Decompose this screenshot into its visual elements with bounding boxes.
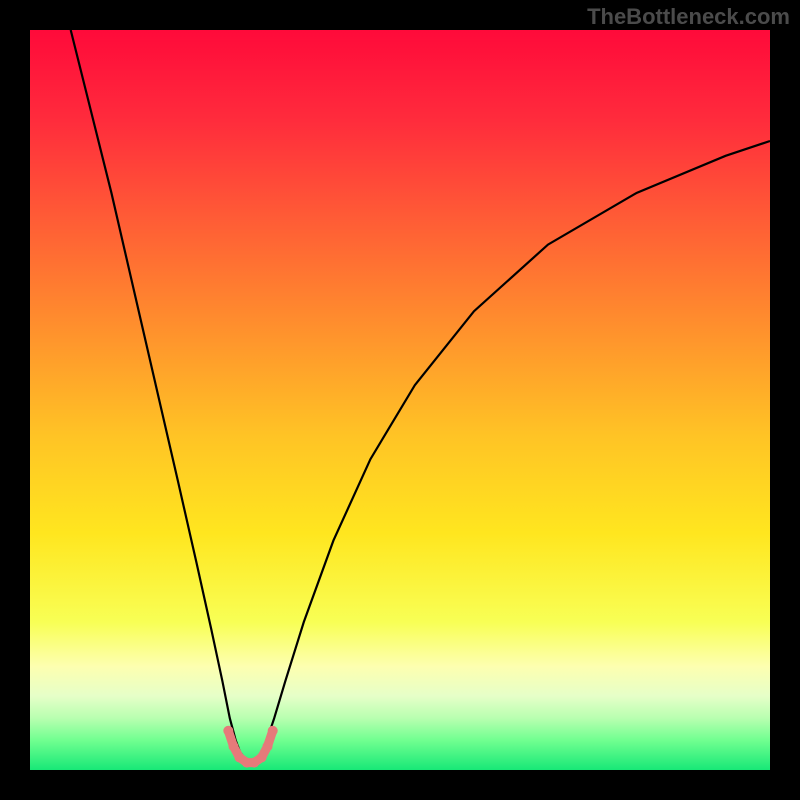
marker-dot [263, 741, 273, 751]
bottom-marker-dots [223, 726, 277, 768]
bottleneck-curve [71, 30, 770, 761]
marker-dot [229, 741, 239, 751]
plot-area [30, 30, 770, 770]
marker-dot [257, 752, 267, 762]
watermark-text: TheBottleneck.com [587, 4, 790, 30]
marker-dot [268, 726, 278, 736]
marker-dot [223, 726, 233, 736]
chart-frame: TheBottleneck.com [0, 0, 800, 800]
curve-layer [30, 30, 770, 770]
